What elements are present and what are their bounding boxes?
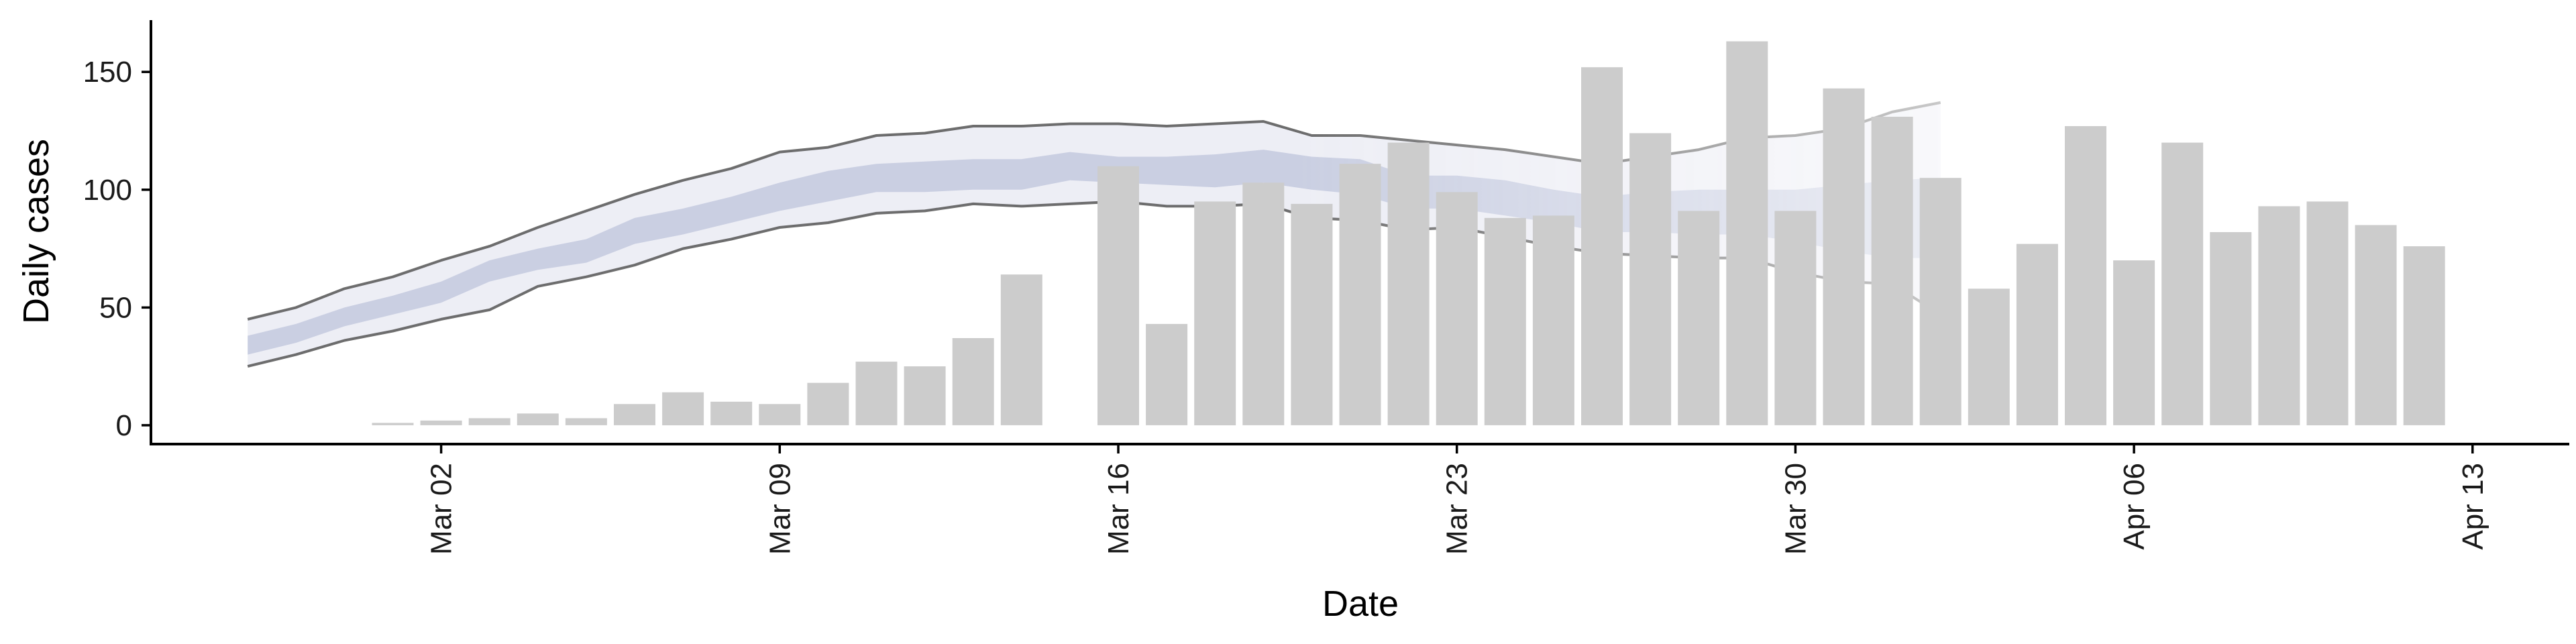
case-bar [1146,323,1188,425]
case-bar [1532,215,1574,425]
case-bar [372,423,414,425]
case-bar [2403,246,2445,425]
y-tick-label: 100 [83,174,132,207]
x-tick-label: Mar 23 [1441,463,1474,555]
case-bar [1387,142,1430,425]
case-bar [2113,260,2155,425]
y-tick-label: 0 [116,409,132,442]
y-axis-title: Daily cases [16,139,56,324]
x-tick-label: Mar 02 [425,463,458,555]
x-axis-title: Date [1322,584,1399,624]
case-bar [855,362,898,425]
x-tick-label: Mar 30 [1779,463,1812,555]
case-bar [1919,178,1962,425]
y-ticks: 0 50 100 150 [83,56,151,442]
x-tick-label: Mar 09 [763,463,796,555]
case-bar [1726,41,1768,425]
case-bar [1194,201,1236,425]
case-bar [759,404,801,425]
y-tick-label: 150 [83,56,132,89]
case-bar [710,401,753,425]
case-bar [1774,211,1817,425]
case-bar [1484,217,1526,425]
case-bar [1581,67,1623,425]
case-bar [2210,232,2252,425]
inner-interval-band [248,150,1941,355]
case-bar [614,404,655,425]
case-bar [807,382,849,425]
case-bar [2355,225,2397,425]
case-bar [1291,203,1333,425]
x-tick-label: Apr 06 [2118,463,2151,550]
case-bar [662,392,704,425]
case-bar [2161,142,2204,425]
case-bar [517,413,559,425]
case-bar [565,418,607,425]
axes [150,20,2569,445]
case-bar [1339,164,1381,425]
daily-case-bars [372,41,2445,425]
case-bar [1097,166,1139,425]
case-bar [952,338,994,425]
case-bar [1968,288,2010,425]
case-bar [420,420,462,425]
x-tick-label: Apr 13 [2457,463,2489,550]
case-bar [1436,192,1478,425]
case-bar [904,366,946,425]
case-bar [1678,211,1720,425]
x-tick-label: Mar 16 [1102,463,1135,555]
case-bar [1871,117,1913,425]
case-bar [2016,244,2058,425]
case-bar [1823,88,1865,425]
case-bar [1000,274,1042,425]
outer-interval-band [248,102,1941,367]
case-bar [2065,126,2106,425]
case-bar [2258,206,2300,425]
case-bar [1242,182,1285,425]
x-ticks: Mar 02 Mar 09 Mar 16 Mar 23 Mar 30 Apr 06 Apr … [425,444,2489,555]
case-bar [468,418,511,425]
case-bar [2306,201,2349,425]
case-bar [1629,133,1672,425]
y-tick-label: 50 [99,291,132,324]
